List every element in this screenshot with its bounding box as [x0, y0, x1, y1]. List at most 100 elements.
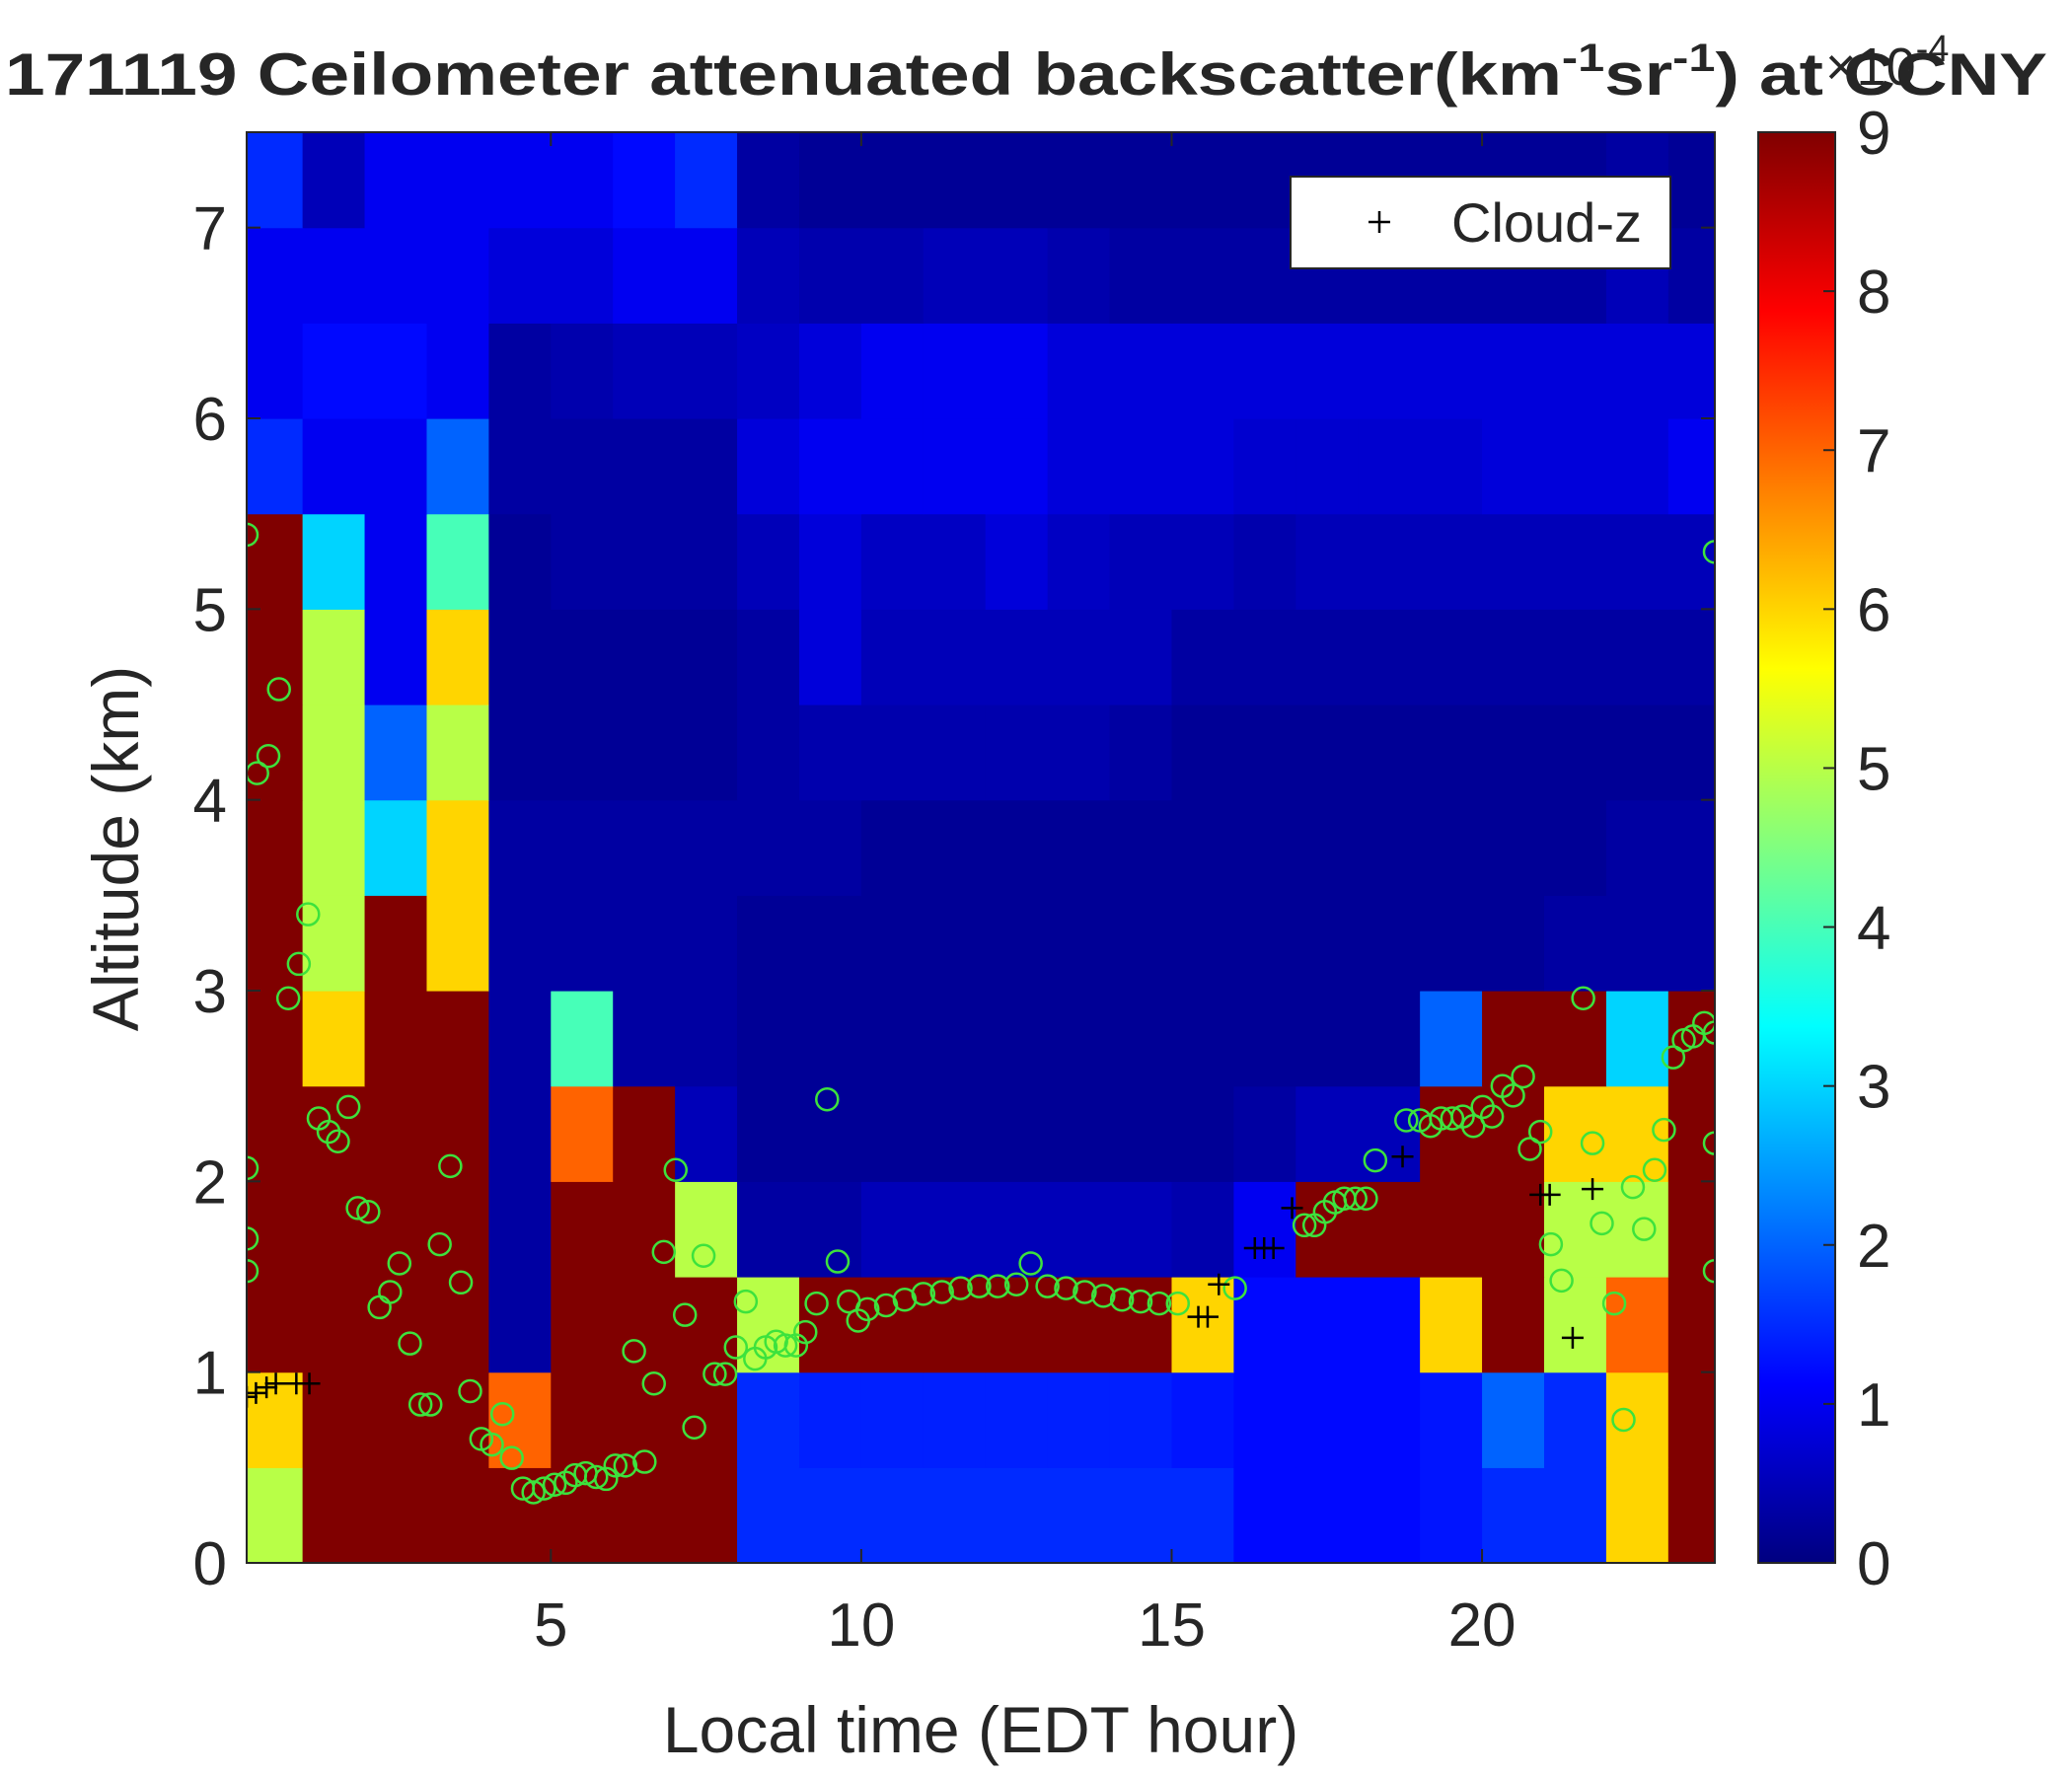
heatmap-cell [1358, 418, 1421, 515]
heatmap-cell [860, 1085, 925, 1182]
heatmap-cell [1420, 1467, 1483, 1563]
heatmap-cell [1109, 609, 1173, 705]
heatmap-cell [613, 323, 676, 419]
circle-marker [387, 1251, 412, 1276]
heatmap-cell [1171, 895, 1234, 992]
heatmap-cell [488, 1181, 552, 1278]
heatmap-cell [247, 1277, 304, 1373]
heatmap-cell [1543, 1181, 1607, 1278]
plus-marker [264, 1372, 287, 1395]
heatmap-cell [985, 609, 1049, 705]
heatmap-cell [302, 704, 366, 801]
circle-marker [672, 1302, 698, 1327]
y-axis-label: Altitude (km) [79, 666, 152, 1031]
circle-marker [773, 1333, 798, 1358]
heatmap-cell [1295, 1467, 1359, 1563]
heatmap-cell [1047, 991, 1111, 1087]
circle-marker [1652, 1117, 1676, 1143]
heatmap-cell [1605, 418, 1669, 515]
heatmap-cell [1109, 1181, 1173, 1278]
heatmap-cell [675, 418, 738, 515]
heatmap-cell [302, 323, 366, 419]
circle-marker [247, 1155, 259, 1181]
heatmap-cell [1543, 895, 1607, 992]
circle-marker [247, 1226, 259, 1251]
heatmap-cell [613, 609, 676, 705]
heatmap-cell [302, 991, 366, 1087]
heatmap-cell [1295, 704, 1359, 801]
circle-marker [613, 1453, 638, 1478]
circle-marker [398, 1331, 422, 1356]
heatmap-cell [798, 1181, 862, 1278]
heatmap-cell [1233, 1181, 1296, 1278]
heatmap-cell [1482, 799, 1545, 896]
heatmap-cell [860, 323, 925, 419]
heatmap-cell [1543, 609, 1607, 705]
circle-marker [948, 1276, 973, 1300]
heatmap-cell [1420, 513, 1483, 610]
heatmap-cell [1667, 323, 1715, 419]
heatmap-cell [1605, 991, 1669, 1087]
heatmap-cell [1605, 1277, 1669, 1373]
heatmap-cell [1295, 418, 1359, 515]
heatmap-cell [364, 513, 428, 610]
circle-marker [854, 1296, 880, 1322]
circle-marker [1620, 1174, 1646, 1200]
heatmap-cell [247, 704, 304, 801]
heatmap-cell [675, 1181, 738, 1278]
heatmap-cell [1543, 1371, 1607, 1468]
heatmap-cell [737, 1467, 800, 1563]
circle-marker [427, 1231, 452, 1257]
circle-marker [1292, 1213, 1317, 1238]
circle-marker [594, 1466, 619, 1492]
heatmap-cell [247, 895, 304, 992]
heatmap-cell [1482, 1277, 1545, 1373]
heatmap-cell [426, 513, 489, 610]
heatmap-cell [364, 1085, 428, 1182]
circle-marker [1440, 1106, 1465, 1131]
colorbar-tick-label: 9 [1857, 100, 1890, 168]
heatmap-cell [1420, 323, 1483, 419]
heatmap-cell [1295, 1371, 1359, 1468]
heatmap-cell [1667, 227, 1715, 324]
heatmap-cell [1047, 1371, 1111, 1468]
heatmap-cell [1482, 704, 1545, 801]
heatmap-cell [1605, 609, 1669, 705]
circle-marker [1702, 540, 1715, 564]
exponent-base: ×10 [1825, 37, 1916, 97]
heatmap-cell [985, 418, 1049, 515]
heatmap-cell [985, 227, 1049, 324]
heatmap-cell [551, 1181, 614, 1278]
heatmap-cell [1420, 1277, 1483, 1373]
legend-box [1290, 176, 1671, 269]
heatmap-cell [985, 323, 1049, 419]
heatmap-cell [613, 513, 676, 610]
heatmap-cell [247, 323, 304, 419]
heatmap-cell [247, 227, 304, 324]
heatmap-cell [1171, 1181, 1234, 1278]
heatmap-cell [860, 418, 925, 515]
heatmap-cell [1420, 1371, 1483, 1468]
heatmap-cell [1667, 513, 1715, 610]
heatmap-cell [798, 1277, 862, 1373]
heatmap-cell [985, 1085, 1049, 1182]
heatmap-cell [247, 513, 304, 610]
heatmap-cell [923, 323, 987, 419]
overlay-markers [247, 522, 1715, 1505]
heatmap-cell [1109, 991, 1173, 1087]
heatmap-cell [426, 323, 489, 419]
circle-marker [1343, 1186, 1368, 1211]
heatmap-cell [1543, 513, 1607, 610]
heatmap-cell [1109, 704, 1173, 801]
heatmap-cell [798, 704, 862, 801]
heatmap-cell [364, 1277, 428, 1373]
heatmap-cell [551, 418, 614, 515]
circle-marker [691, 1243, 716, 1268]
heatmap-cell [551, 704, 614, 801]
circle-marker [712, 1362, 738, 1386]
circle-marker [296, 902, 321, 926]
heatmap-cell [1420, 799, 1483, 896]
circle-marker [651, 1239, 677, 1265]
title-text: sr [1604, 41, 1672, 108]
circle-marker [1511, 1064, 1535, 1089]
